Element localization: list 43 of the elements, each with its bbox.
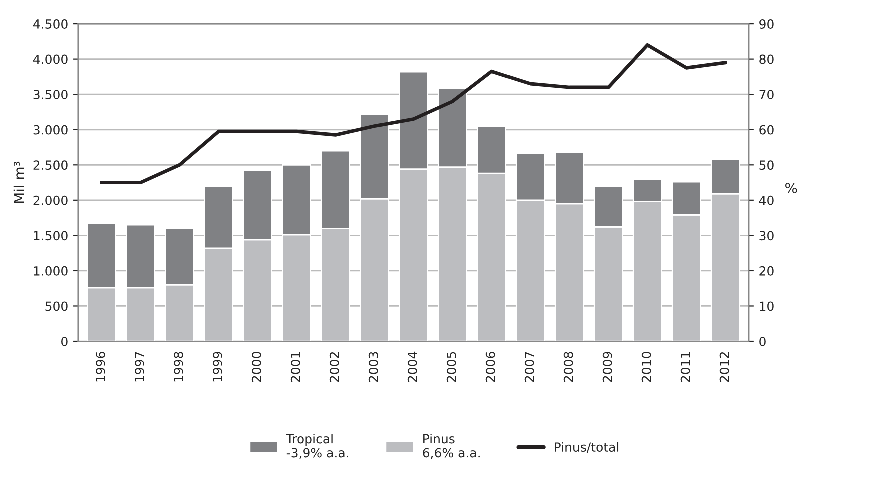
y-tick-label: 1.500 bbox=[34, 231, 68, 241]
x-tick-label: 1999 bbox=[212, 352, 222, 382]
y2-tick-label: 20 bbox=[760, 266, 774, 276]
x-tick-label: 1998 bbox=[174, 352, 184, 382]
y2-tick-label: 0 bbox=[760, 336, 766, 346]
x-tick-label: 2009 bbox=[602, 352, 612, 382]
x-tick-label: 2006 bbox=[486, 352, 496, 382]
y-axis-title: Mil m³ bbox=[14, 162, 24, 204]
y-tick-label: 2.500 bbox=[34, 160, 68, 170]
y2-tick-label: 10 bbox=[760, 302, 774, 312]
legend-label: Tropical -3,9% a.a. bbox=[286, 434, 348, 459]
x-tick-label: 2001 bbox=[290, 352, 300, 382]
y-tick-label: 4.000 bbox=[33, 54, 68, 64]
y2-tick-label: 90 bbox=[760, 20, 774, 29]
y2-tick-label: 70 bbox=[760, 90, 774, 100]
x-tick-label: 2011 bbox=[680, 352, 690, 382]
legend-label: Pinus 6,6% a.a. bbox=[423, 434, 480, 459]
y2-tick-label: 30 bbox=[760, 231, 774, 241]
y-tick-label: 2.000 bbox=[34, 196, 68, 206]
x-tick-label: 2002 bbox=[330, 352, 340, 382]
x-tick-label: 2004 bbox=[408, 352, 418, 382]
y2-tick-label: 60 bbox=[760, 125, 774, 135]
y2-axis-title: % bbox=[786, 183, 798, 194]
y2-tick-label: 80 bbox=[760, 54, 774, 64]
x-tick-label: 2003 bbox=[368, 352, 378, 382]
x-tick-label: 2010 bbox=[642, 352, 652, 382]
y-tick-label: 500 bbox=[46, 302, 68, 312]
y-tick-label: 0 bbox=[62, 336, 68, 346]
y-tick-label: 3.000 bbox=[34, 125, 68, 135]
x-tick-label: 2012 bbox=[720, 352, 730, 382]
x-tick-label: 2005 bbox=[446, 352, 456, 382]
x-tick-label: 2000 bbox=[252, 352, 262, 382]
y2-tick-label: 50 bbox=[760, 160, 774, 170]
line-series bbox=[100, 43, 728, 185]
y-tick-label: 1.000 bbox=[34, 266, 68, 276]
x-tick-label: 1996 bbox=[96, 352, 106, 382]
y-tick-label: 3.500 bbox=[34, 90, 68, 100]
x-tick-label: 1997 bbox=[134, 352, 144, 382]
x-tick-label: 2008 bbox=[564, 352, 574, 382]
y-tick-label: 4.500 bbox=[33, 20, 68, 29]
y2-tick-label: 40 bbox=[759, 196, 774, 206]
legend-label: Pinus/total bbox=[555, 442, 619, 453]
x-tick-label: 2007 bbox=[524, 352, 534, 382]
